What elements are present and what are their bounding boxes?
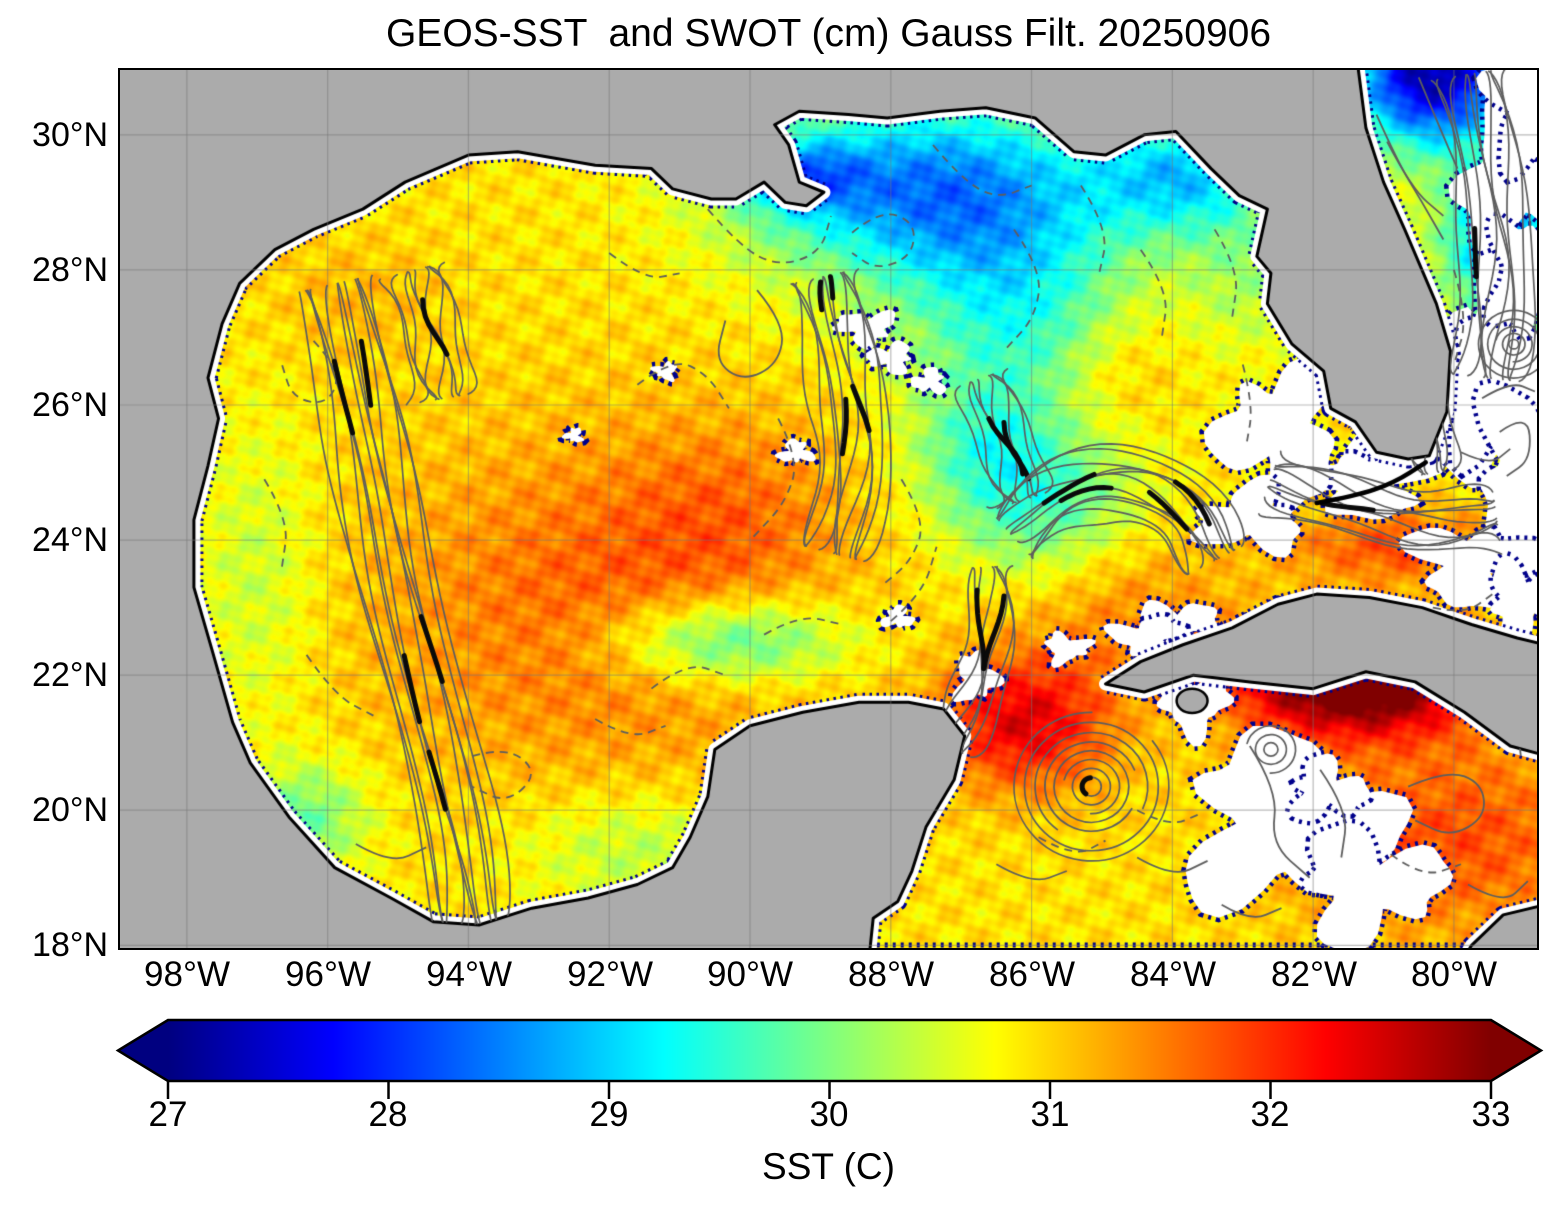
cbar-tick-31: 31 bbox=[1030, 1095, 1070, 1134]
y-tick-20n: 20°N bbox=[32, 791, 108, 829]
colorbar-gradient-bar bbox=[115, 1018, 1544, 1083]
sst-map-canvas bbox=[120, 70, 1537, 948]
colorbar bbox=[115, 1018, 1544, 1099]
x-tick-94w: 94°W bbox=[426, 955, 512, 994]
x-tick-90w: 90°W bbox=[707, 955, 793, 994]
x-tick-82w: 82°W bbox=[1271, 955, 1357, 994]
y-tick-26n: 26°N bbox=[32, 386, 108, 424]
cbar-tick-32: 32 bbox=[1250, 1095, 1290, 1134]
map-frame bbox=[118, 68, 1539, 950]
x-tick-92w: 92°W bbox=[567, 955, 653, 994]
plot-title: GEOS-SST and SWOT (cm) Gauss Filt. 20250… bbox=[385, 12, 1272, 55]
x-tick-98w: 98°W bbox=[144, 955, 230, 994]
y-tick-22n: 22°N bbox=[32, 656, 108, 694]
x-tick-86w: 86°W bbox=[989, 955, 1075, 994]
cbar-tick-29: 29 bbox=[589, 1095, 629, 1134]
cbar-tick-27: 27 bbox=[148, 1095, 188, 1134]
colorbar-label: SST (C) bbox=[762, 1146, 895, 1187]
y-tick-24n: 24°N bbox=[32, 521, 108, 559]
y-tick-28n: 28°N bbox=[32, 251, 108, 289]
x-tick-80w: 80°W bbox=[1411, 955, 1497, 994]
x-tick-88w: 88°W bbox=[848, 955, 934, 994]
cbar-tick-30: 30 bbox=[809, 1095, 849, 1134]
cbar-tick-28: 28 bbox=[368, 1095, 408, 1134]
x-tick-96w: 96°W bbox=[285, 955, 371, 994]
cbar-tick-33: 33 bbox=[1471, 1095, 1511, 1134]
colorbar-ticks bbox=[166, 1081, 1493, 1099]
x-tick-84w: 84°W bbox=[1130, 955, 1216, 994]
y-tick-30n: 30°N bbox=[32, 116, 108, 154]
y-tick-18n: 18°N bbox=[32, 926, 108, 964]
